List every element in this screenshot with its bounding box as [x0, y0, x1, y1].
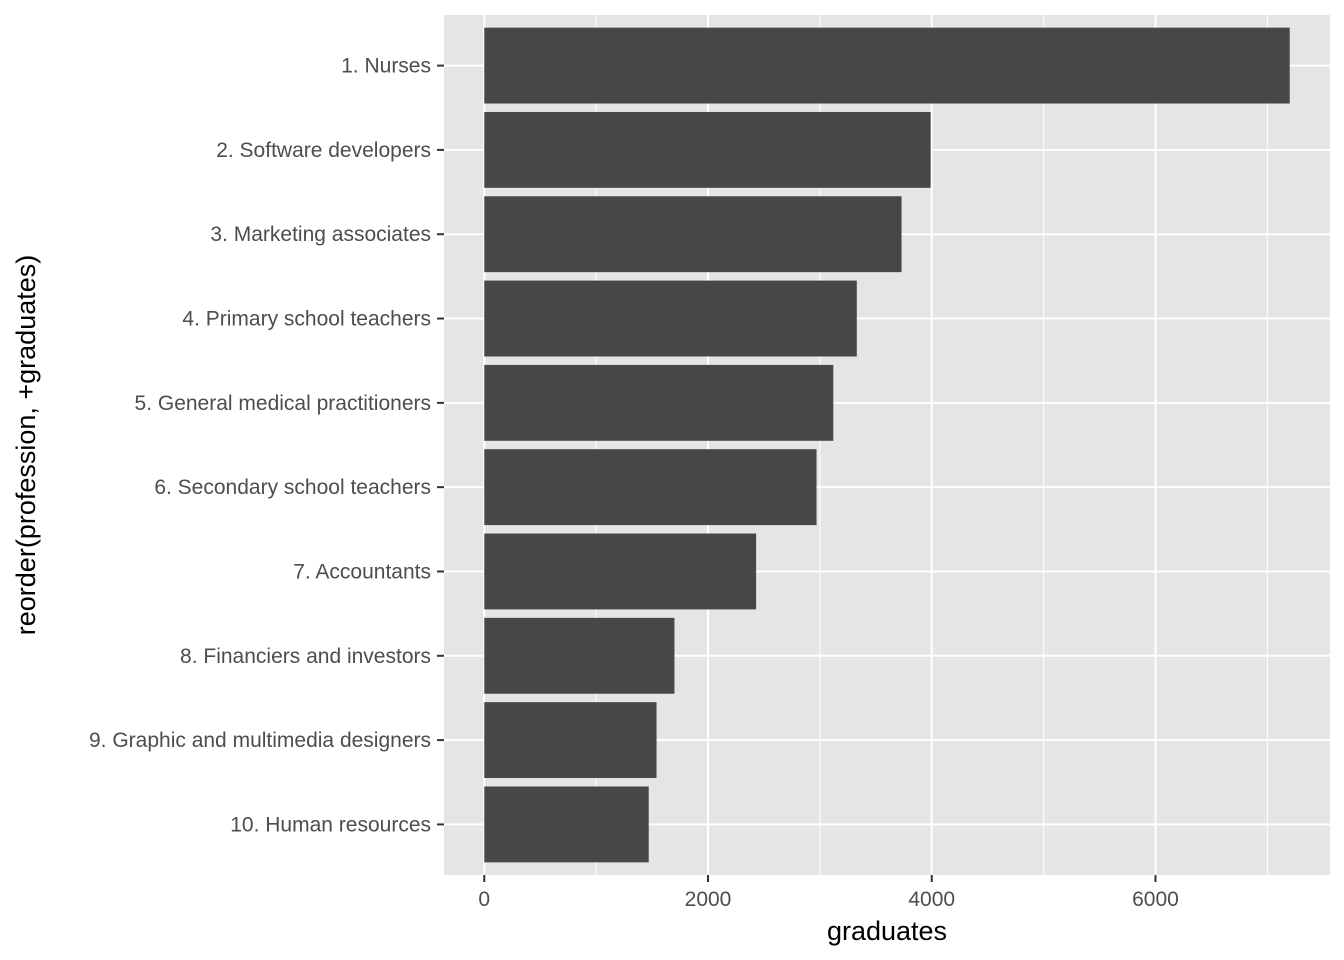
- bar: [484, 196, 902, 273]
- bar: [484, 27, 1290, 104]
- x-tick-label: 0: [478, 888, 490, 911]
- x-tick-label: 2000: [685, 888, 732, 911]
- bar: [484, 617, 675, 694]
- bar: [484, 702, 657, 779]
- y-tick-label: 10. Human resources: [230, 813, 431, 836]
- bar: [484, 786, 649, 863]
- bar: [484, 533, 757, 610]
- bar: [484, 364, 834, 441]
- y-axis: 1. Nurses 2. Software developers 3. Market…: [89, 55, 444, 836]
- bars: [484, 27, 1290, 863]
- y-tick-label: 4. Primary school teachers: [182, 308, 431, 331]
- y-tick-label: 5. General medical practitioners: [135, 392, 431, 415]
- x-tick-label: 6000: [1132, 888, 1179, 911]
- bar: [484, 111, 931, 188]
- y-axis-title: reorder(profession, +graduates): [11, 255, 41, 635]
- y-tick-label: 2. Software developers: [216, 139, 431, 162]
- y-tick-label: 9. Graphic and multimedia designers: [89, 729, 431, 752]
- y-tick-label: 8. Financiers and investors: [180, 645, 431, 668]
- y-tick-label: 6. Secondary school teachers: [154, 476, 431, 499]
- x-axis: 0 2000 4000 6000: [478, 875, 1179, 911]
- y-tick-label: 3. Marketing associates: [210, 223, 431, 246]
- x-axis-title: graduates: [827, 916, 947, 946]
- bar: [484, 280, 857, 357]
- y-tick-label: 1. Nurses: [341, 55, 431, 78]
- x-tick-label: 4000: [908, 888, 955, 911]
- bar: [484, 449, 817, 526]
- y-tick-label: 7. Accountants: [293, 560, 431, 583]
